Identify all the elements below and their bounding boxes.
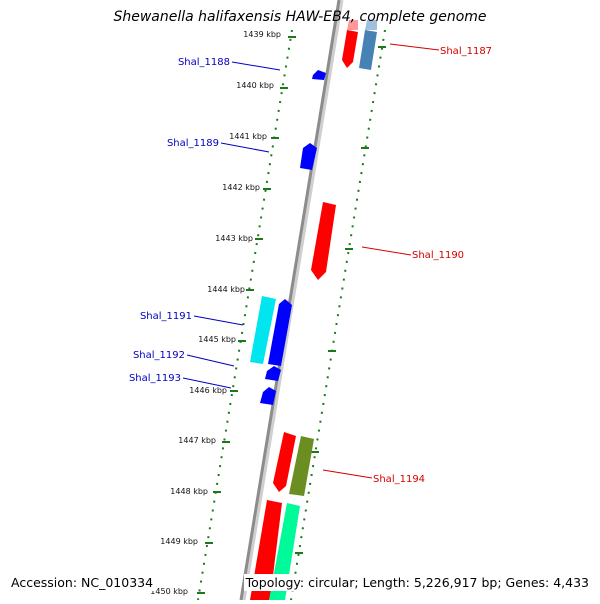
gene-arrow[interactable]	[268, 299, 292, 366]
leader-line	[361, 246, 412, 256]
topology-text: Topology: circular; Length: 5,226,917 bp…	[243, 574, 591, 591]
tick-label: 1450 kbp	[150, 587, 188, 596]
tick-label: 1439 kbp	[243, 30, 281, 39]
gene-label-shal-1190[interactable]: Shal_1190	[412, 250, 464, 261]
accession-text: Accession: NC_010334	[9, 574, 156, 591]
gene-arrow[interactable]	[273, 432, 296, 492]
leader-line	[193, 315, 244, 326]
tick-label: 1449 kbp	[160, 537, 198, 546]
tick-label: 1440 kbp	[236, 81, 274, 90]
gene-label-shal-1189[interactable]: Shal_1189	[167, 138, 219, 149]
tick-label: 1442 kbp	[222, 183, 260, 192]
reverse-features	[250, 70, 326, 405]
tick-label: 1447 kbp	[178, 436, 216, 445]
gene-label-shal-1194[interactable]: Shal_1194	[373, 474, 425, 485]
gene-arrow-shadow	[365, 20, 377, 30]
leader-line	[389, 43, 440, 51]
gene-labels: Shal_1187 Shal_1188 Shal_1189 Shal_1190 …	[129, 46, 492, 485]
gene-arrow[interactable]	[289, 436, 314, 496]
leader-line	[220, 142, 270, 153]
gene-arrow[interactable]	[312, 70, 326, 80]
tick-label: 1441 kbp	[229, 132, 267, 141]
major-ticks	[197, 36, 386, 594]
gene-label-shal-1193[interactable]: Shal_1193	[129, 373, 181, 384]
gene-arrow[interactable]	[311, 202, 336, 280]
backbone-shadow	[240, 0, 344, 601]
gene-arrow[interactable]	[300, 143, 317, 170]
gene-label-shal-1187[interactable]: Shal_1187	[440, 46, 492, 57]
tick-label: 1445 kbp	[198, 335, 236, 344]
leader-line	[231, 61, 281, 71]
gene-arrow[interactable]	[265, 366, 281, 381]
tick-labels: 1439 kbp 1440 kbp 1441 kbp 1442 kbp 1443…	[150, 30, 281, 596]
gene-label-shal-1188[interactable]: Shal_1188	[178, 57, 230, 68]
leader-line	[322, 469, 373, 479]
genome-title: Shewanella halifaxensis HAW-EB4, complet…	[113, 9, 487, 25]
reverse-tick-track	[197, 29, 293, 601]
forward-tick-track	[290, 29, 386, 601]
gene-arrow-shadow	[347, 20, 358, 30]
tick-label: 1448 kbp	[170, 487, 208, 496]
gene-arrow[interactable]	[260, 387, 276, 405]
gene-label-shal-1191[interactable]: Shal_1191	[140, 311, 192, 322]
leader-line	[186, 354, 235, 367]
tick-label: 1446 kbp	[189, 386, 227, 395]
leader-line	[182, 377, 232, 389]
label-leaders	[182, 43, 440, 479]
tick-label: 1444 kbp	[207, 285, 245, 294]
backbone-line	[239, 0, 341, 601]
tick-label: 1443 kbp	[215, 234, 253, 243]
gene-arrow[interactable]	[250, 296, 276, 364]
gene-arrow[interactable]	[342, 30, 358, 68]
gene-arrow[interactable]	[359, 30, 377, 70]
gene-label-shal-1192[interactable]: Shal_1192	[133, 350, 185, 361]
